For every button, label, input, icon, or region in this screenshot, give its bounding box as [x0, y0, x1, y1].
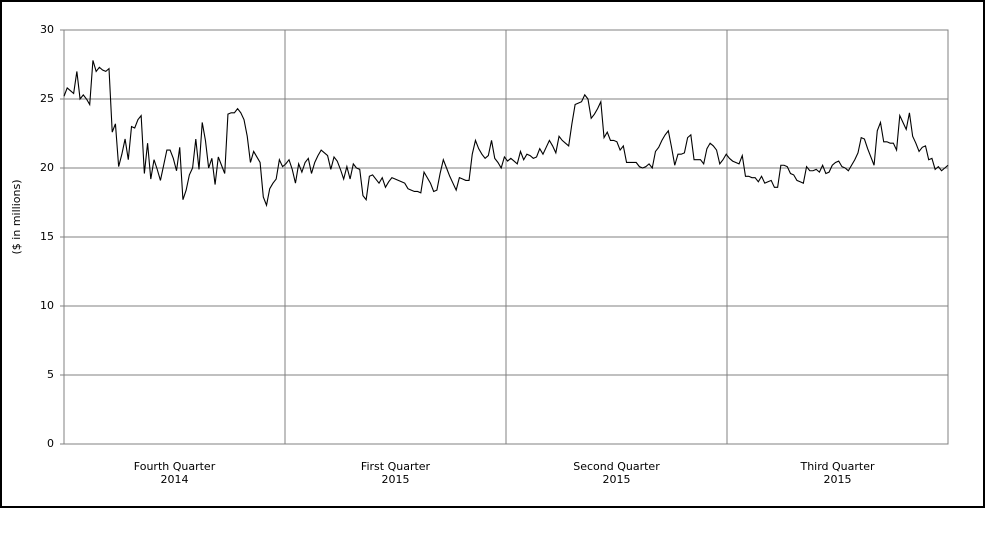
y-tick-label: 0 [47, 437, 54, 450]
y-tick-label: 30 [40, 23, 54, 36]
x-tick-label: Fourth Quarter 2014 [133, 460, 216, 486]
y-tick-label: 10 [40, 299, 54, 312]
y-tick-label: 5 [47, 368, 54, 381]
data-line [63, 60, 949, 208]
y-axis-label: ($ in millions) [10, 180, 23, 255]
x-tick-label: Second Quarter 2015 [573, 460, 660, 486]
plot-area [63, 29, 949, 445]
y-tick-label: 20 [40, 161, 54, 174]
x-tick-label: Third Quarter 2015 [800, 460, 875, 486]
y-tick-label: 15 [40, 230, 54, 243]
x-tick-label: First Quarter 2015 [360, 460, 431, 486]
frame [0, 0, 985, 508]
y-tick-label: 25 [40, 92, 54, 105]
